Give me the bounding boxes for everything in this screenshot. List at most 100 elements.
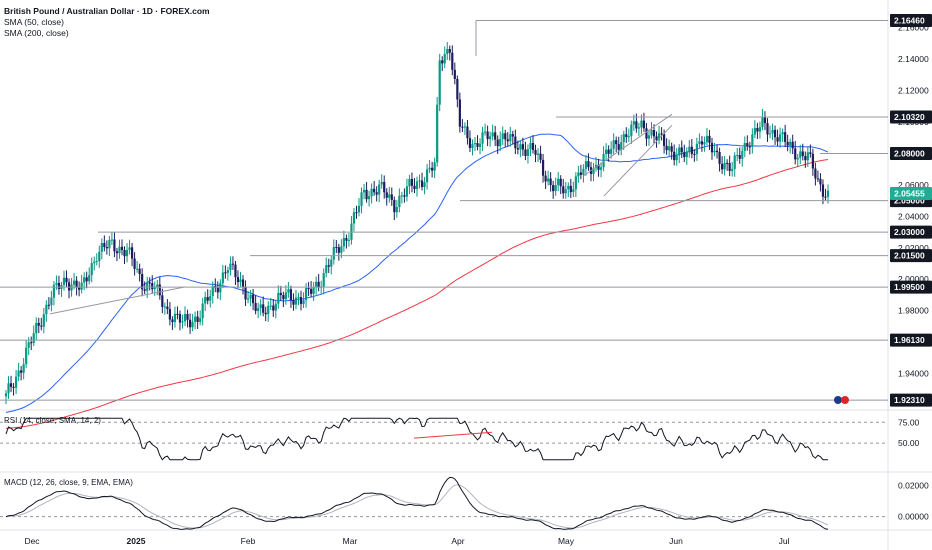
candle-body	[128, 247, 131, 250]
candle-body	[20, 370, 23, 373]
candle-body	[209, 295, 212, 301]
candle-body	[279, 292, 282, 296]
x-tick-label: Jun	[669, 536, 683, 546]
candle-body	[610, 148, 613, 154]
candle-body	[652, 130, 656, 137]
candle-body	[463, 126, 467, 128]
sma50-line	[5, 133, 829, 413]
candle-body	[821, 184, 825, 197]
candle-body	[123, 250, 126, 257]
candle-body	[95, 261, 98, 263]
candle-body	[637, 127, 640, 129]
candle-body	[367, 196, 371, 200]
candle-body	[705, 135, 709, 143]
candle-body	[138, 268, 141, 275]
candle-body	[168, 309, 171, 320]
candle-body	[25, 347, 28, 365]
candle-body	[471, 144, 474, 148]
candle-body	[317, 281, 320, 288]
candle-body	[574, 176, 577, 190]
candle-body	[630, 124, 633, 137]
candle-body	[819, 178, 822, 185]
candle-body	[65, 277, 68, 283]
candle-body	[269, 305, 272, 307]
candle-body	[259, 304, 262, 309]
candle-body	[141, 274, 144, 290]
candle-body	[473, 143, 477, 145]
candle-body	[489, 136, 492, 140]
macd-legend: MACD (12, 26, close, 9, EMA, EMA)	[4, 478, 133, 487]
candle-body	[748, 146, 751, 148]
macd-line	[5, 476, 829, 530]
candle-body	[254, 303, 257, 311]
candle-body	[398, 195, 401, 208]
candle-body	[612, 140, 615, 149]
candle-body	[72, 280, 76, 285]
y-tick-label: 2.16000	[898, 23, 929, 33]
candle-body	[375, 192, 378, 195]
candle-body	[826, 190, 830, 197]
candle-body	[360, 192, 363, 206]
candle-body	[393, 199, 396, 213]
candle-body	[115, 251, 119, 254]
candle-body	[549, 178, 552, 186]
candle-body	[494, 132, 497, 140]
macd-tick-label: 0.00000	[898, 512, 929, 522]
level-tag	[890, 333, 932, 347]
candle-body	[539, 153, 542, 160]
candle-body	[299, 297, 303, 304]
candle-body	[57, 282, 61, 290]
candle-body	[438, 60, 441, 105]
candle-body	[713, 150, 716, 153]
candle-body	[481, 132, 484, 144]
candle-body	[605, 149, 608, 155]
candle-body	[403, 195, 406, 197]
candle-body	[304, 288, 308, 301]
aud-flag-icon	[841, 396, 849, 404]
candle-body	[47, 304, 50, 306]
candle-body	[7, 383, 10, 394]
candle-body	[733, 155, 736, 169]
candle-body	[607, 149, 610, 154]
candle-body	[526, 149, 530, 156]
candle-body	[738, 155, 741, 159]
candle-body	[204, 297, 207, 304]
candle-body	[420, 180, 424, 187]
candle-body	[683, 152, 686, 158]
candle-body	[660, 133, 663, 135]
candle-body	[557, 178, 560, 186]
candle-body	[221, 272, 224, 284]
candle-body	[246, 298, 250, 300]
candle-body	[113, 239, 116, 252]
candle-body	[768, 133, 772, 135]
candle-body	[736, 155, 739, 157]
candle-body	[171, 319, 174, 323]
candle-body	[524, 149, 527, 156]
y-tick-label: 1.98000	[898, 306, 929, 316]
candle-body	[824, 196, 827, 198]
candle-body	[675, 155, 678, 161]
candle-body	[388, 194, 391, 198]
candle-body	[272, 305, 275, 311]
x-tick-label: May	[558, 536, 575, 546]
rsi-trendline	[413, 431, 493, 439]
candle-body	[668, 146, 671, 151]
candle-body	[547, 178, 550, 182]
candle-body	[181, 321, 184, 323]
candles-group	[4, 42, 830, 405]
candle-body	[511, 134, 514, 137]
candle-body	[365, 189, 368, 200]
candle-body	[597, 164, 600, 170]
candle-body	[756, 128, 759, 132]
level-tag	[890, 249, 932, 263]
candle-body	[22, 364, 25, 373]
candle-body	[153, 287, 156, 290]
candle-body	[516, 148, 519, 150]
candle-body	[506, 139, 509, 142]
candle-body	[93, 261, 96, 264]
candle-body	[85, 277, 88, 282]
candle-body	[405, 186, 409, 197]
candle-body	[710, 142, 714, 153]
candle-body	[577, 172, 580, 177]
